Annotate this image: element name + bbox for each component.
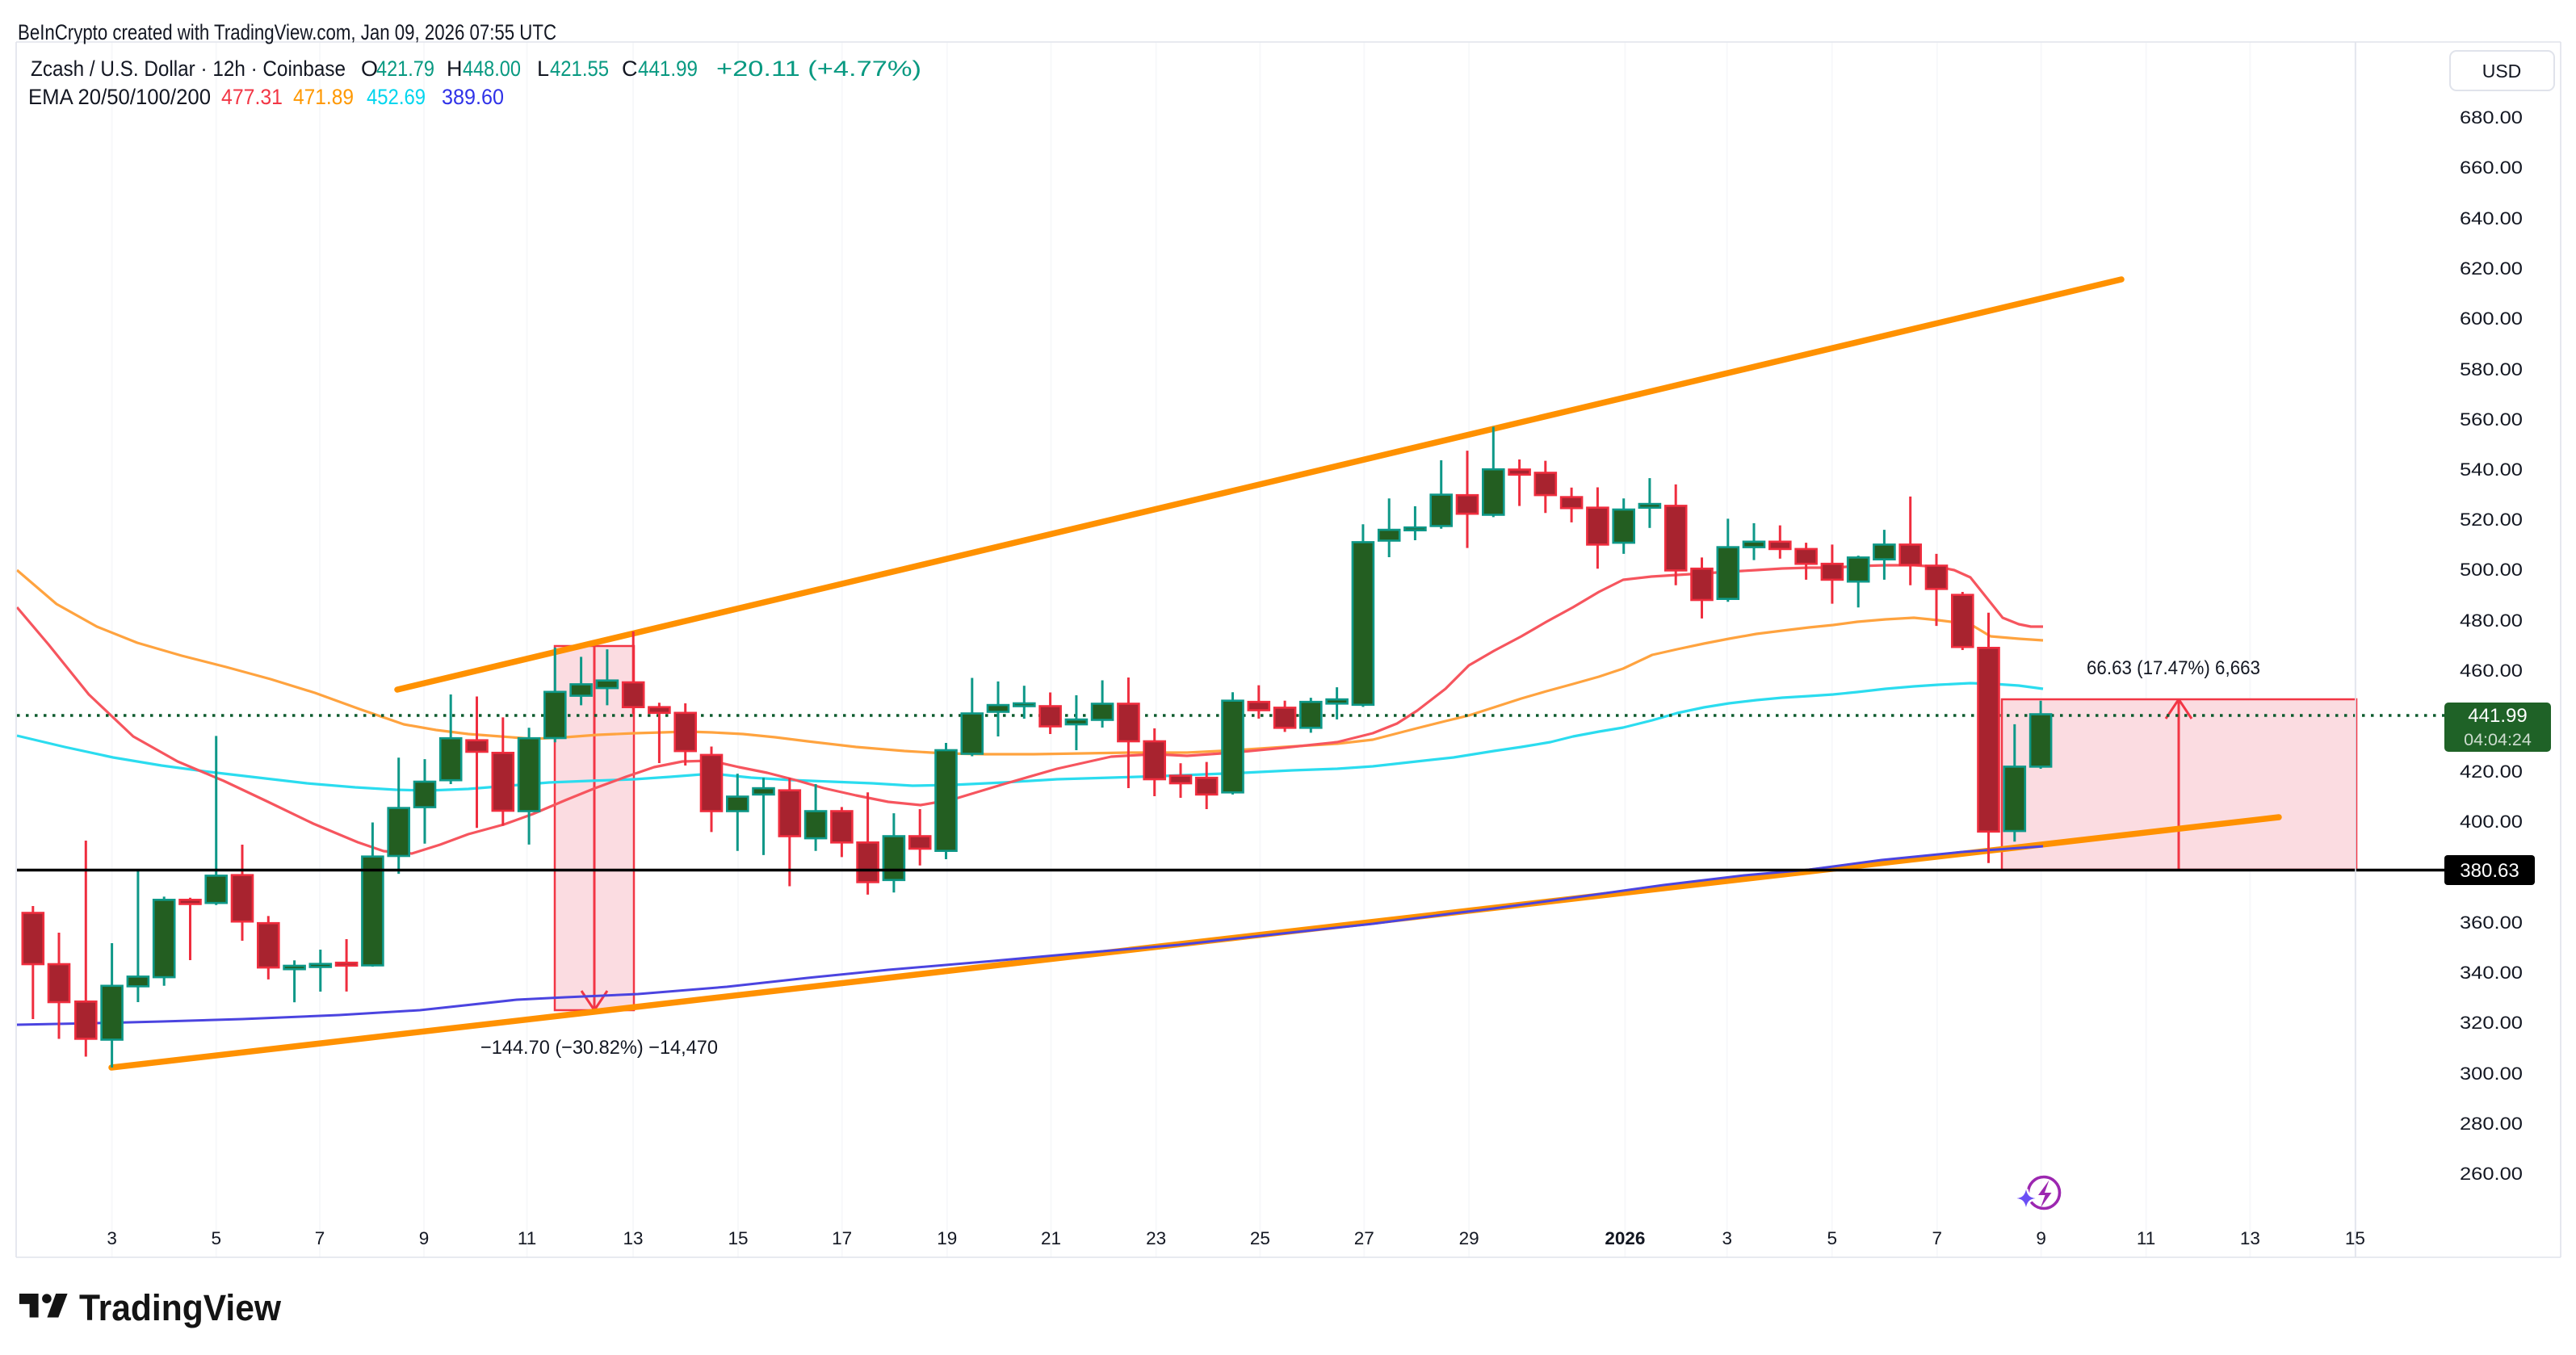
svg-text:+20.11 (+4.77%): +20.11 (+4.77%) <box>716 57 921 81</box>
svg-text:400.00: 400.00 <box>2460 812 2523 832</box>
svg-text:640.00: 640.00 <box>2460 208 2523 229</box>
svg-text:7: 7 <box>315 1228 325 1248</box>
svg-text:66.63 (17.47%) 6,663: 66.63 (17.47%) 6,663 <box>2087 657 2260 679</box>
svg-text:500.00: 500.00 <box>2460 560 2523 580</box>
svg-text:452.69: 452.69 <box>367 85 426 109</box>
svg-text:15: 15 <box>2345 1228 2365 1248</box>
svg-text:21: 21 <box>1041 1228 1061 1248</box>
svg-text:360.00: 360.00 <box>2460 912 2523 933</box>
svg-text:5: 5 <box>1827 1228 1837 1248</box>
svg-text:441.99: 441.99 <box>638 57 698 81</box>
svg-text:540.00: 540.00 <box>2460 459 2523 480</box>
svg-text:04:04:24: 04:04:24 <box>2464 730 2532 749</box>
svg-text:460.00: 460.00 <box>2460 661 2523 681</box>
svg-text:H: H <box>447 57 463 81</box>
svg-text:15: 15 <box>728 1228 748 1248</box>
svg-text:680.00: 680.00 <box>2460 107 2523 128</box>
svg-text:471.89: 471.89 <box>293 85 354 109</box>
svg-text:TradingView: TradingView <box>79 1287 282 1328</box>
svg-text:EMA 20/50/100/200: EMA 20/50/100/200 <box>28 85 211 109</box>
svg-text:560.00: 560.00 <box>2460 409 2523 430</box>
svg-text:25: 25 <box>1250 1228 1270 1248</box>
svg-text:389.60: 389.60 <box>442 85 504 109</box>
svg-text:280.00: 280.00 <box>2460 1114 2523 1134</box>
svg-text:11: 11 <box>518 1228 536 1248</box>
svg-text:23: 23 <box>1146 1228 1166 1248</box>
svg-text:13: 13 <box>2240 1228 2260 1248</box>
svg-text:600.00: 600.00 <box>2460 308 2523 329</box>
svg-text:9: 9 <box>419 1228 430 1248</box>
svg-text:620.00: 620.00 <box>2460 258 2523 279</box>
svg-text:480.00: 480.00 <box>2460 610 2523 631</box>
svg-text:17: 17 <box>832 1228 852 1248</box>
svg-text:477.31: 477.31 <box>221 85 283 109</box>
svg-text:9: 9 <box>2036 1228 2046 1248</box>
svg-text:O: O <box>361 57 378 81</box>
svg-text:340.00: 340.00 <box>2460 963 2523 983</box>
svg-text:300.00: 300.00 <box>2460 1063 2523 1084</box>
svg-text:5: 5 <box>211 1228 221 1248</box>
svg-text:19: 19 <box>937 1228 957 1248</box>
svg-text:421.79: 421.79 <box>376 57 434 81</box>
svg-text:11: 11 <box>2137 1228 2155 1248</box>
svg-text:660.00: 660.00 <box>2460 157 2523 178</box>
svg-text:421.55: 421.55 <box>550 57 609 81</box>
svg-text:27: 27 <box>1354 1228 1374 1248</box>
svg-text:13: 13 <box>623 1228 643 1248</box>
svg-text:29: 29 <box>1459 1228 1479 1248</box>
svg-text:−144.70 (−30.82%) −14,470: −144.70 (−30.82%) −14,470 <box>480 1037 718 1059</box>
svg-text:USD: USD <box>2482 61 2522 82</box>
svg-text:441.99: 441.99 <box>2468 705 2527 727</box>
svg-text:3: 3 <box>107 1228 117 1248</box>
svg-text:7: 7 <box>1932 1228 1943 1248</box>
svg-text:Zcash / U.S. Dollar · 12h · Co: Zcash / U.S. Dollar · 12h · Coinbase <box>31 57 346 81</box>
svg-text:420.00: 420.00 <box>2460 761 2523 782</box>
svg-text:448.00: 448.00 <box>463 57 521 81</box>
svg-text:L: L <box>537 57 549 81</box>
svg-text:260.00: 260.00 <box>2460 1164 2523 1184</box>
svg-text:380.63: 380.63 <box>2460 860 2519 882</box>
svg-text:3: 3 <box>1722 1228 1732 1248</box>
svg-text:BeInCrypto created with Tradin: BeInCrypto created with TradingView.com,… <box>18 20 556 44</box>
svg-text:580.00: 580.00 <box>2460 359 2523 380</box>
svg-text:520.00: 520.00 <box>2460 510 2523 530</box>
svg-text:320.00: 320.00 <box>2460 1013 2523 1033</box>
svg-text:C: C <box>622 57 638 81</box>
svg-text:2026: 2026 <box>1605 1228 1645 1248</box>
